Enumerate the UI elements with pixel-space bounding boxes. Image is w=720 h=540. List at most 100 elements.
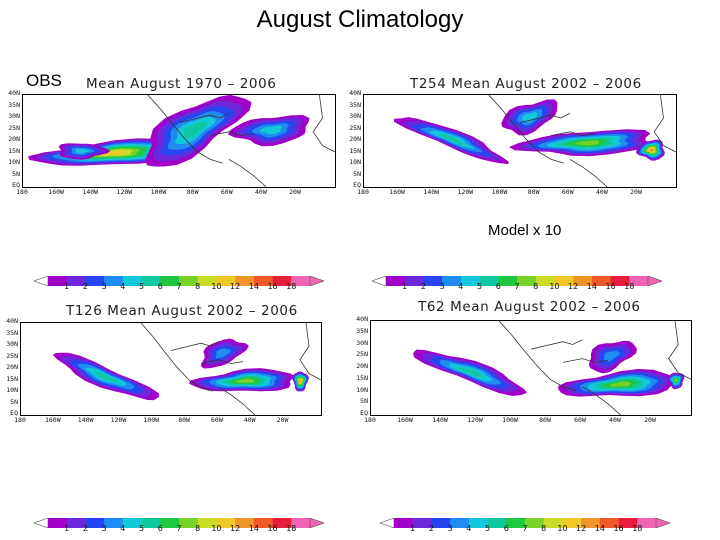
colorbar-swatch <box>66 518 86 528</box>
lon-label: 40W <box>609 416 621 424</box>
panel-title: T126 Mean August 2002 – 2006 <box>66 303 298 319</box>
colorbar-swatch <box>543 518 563 528</box>
precip-contours <box>52 323 321 415</box>
colorbar-swatch <box>460 276 480 286</box>
lon-label: 60W <box>574 416 586 424</box>
colorbar-bottom-right: 1 2 3 4 5 6 7 8 10 12 14 16 18 <box>379 513 671 535</box>
colorbar-swatch <box>85 518 105 528</box>
lat-label: 35N <box>6 328 18 337</box>
coastline <box>519 113 571 123</box>
colorbar-swatch <box>122 518 142 528</box>
lon-label: 140W <box>77 416 94 424</box>
lon-label: 100W <box>502 416 518 424</box>
coastline <box>218 387 256 415</box>
lat-label: 15N <box>356 373 368 382</box>
coastline <box>178 113 230 123</box>
lon-label: 20W <box>276 416 289 424</box>
colorbar-swatch <box>48 276 68 286</box>
colorbar-tick-label: 6 <box>157 524 163 533</box>
lon-label: 160W <box>48 188 64 196</box>
colorbar-tick-label: 16 <box>605 282 616 291</box>
lat-label: 20N <box>356 362 368 370</box>
colorbar-swatch <box>498 276 518 286</box>
panel-title: Mean August 1970 – 2006 <box>86 76 277 92</box>
contour-level <box>603 350 620 362</box>
coastline <box>569 159 608 187</box>
lon-label: 180 <box>357 188 369 196</box>
colorbar-swatch <box>599 518 619 528</box>
lon-label: 180 <box>364 416 376 424</box>
contour-level <box>609 381 632 387</box>
colorbar-swatch <box>235 518 255 528</box>
lon-label: 20W <box>630 188 642 196</box>
colorbar-tick-label: 1 <box>410 524 416 533</box>
colorbar-tick-label: 4 <box>120 524 126 533</box>
colorbar-tick-label: 10 <box>211 524 222 533</box>
colorbar-swatch <box>442 276 462 286</box>
colorbar-tick-label: 3 <box>101 524 107 533</box>
coastline <box>147 95 223 164</box>
colorbar-swatch <box>197 518 217 528</box>
colorbar-tick-label: 4 <box>458 282 464 291</box>
colorbar-strip <box>33 517 325 529</box>
lon-label: 120W <box>467 416 483 424</box>
colorbar-swatch <box>216 518 236 528</box>
colorbar-swatch <box>581 518 601 528</box>
lat-label: 10N <box>356 385 368 394</box>
coastline <box>299 323 321 381</box>
contour-level <box>522 112 538 122</box>
lat-label: 25N <box>349 123 361 132</box>
colorbar-tick-label: 8 <box>533 282 539 291</box>
lon-label: 160W <box>397 416 413 424</box>
colorbar-tick-label: 10 <box>549 282 560 291</box>
colorbar-swatch <box>48 518 68 528</box>
colorbar-tick-label: 7 <box>176 282 182 291</box>
contour-level <box>674 378 678 382</box>
colorbar-tick-label: 10 <box>211 282 222 291</box>
colorbar-tick-label: 18 <box>624 282 635 291</box>
coastline <box>200 359 244 364</box>
coastline <box>551 131 595 136</box>
precip-contours <box>413 321 691 415</box>
lat-label: 25N <box>6 351 18 360</box>
colorbar-tick-label: 3 <box>447 524 453 533</box>
colorbar-swatch <box>479 276 499 286</box>
colorbar-swatch <box>610 276 630 286</box>
lat-label: 5N <box>360 397 368 406</box>
colorbar-tick-label: 2 <box>82 524 88 533</box>
colorbar-tick-label: 1 <box>64 282 70 291</box>
colorbar-swatch <box>272 518 292 528</box>
colorbar-tick-label: 5 <box>139 282 145 291</box>
lon-label: 140W <box>423 188 440 196</box>
model-scale-note: Model x 10 <box>488 222 562 239</box>
colorbar-tick-label: 2 <box>428 524 434 533</box>
colorbar-tick-label: 16 <box>267 282 278 291</box>
coastline <box>653 95 676 153</box>
lon-label: 120W <box>110 416 127 424</box>
colorbar-tick-label: 14 <box>586 282 597 291</box>
lon-label: 120W <box>116 188 133 196</box>
colorbar-tick-label: 16 <box>613 524 624 533</box>
contour-level <box>299 379 302 383</box>
colorbar-tick-label: 12 <box>576 524 587 533</box>
colorbar-swatch <box>253 518 273 528</box>
lat-label: 20N <box>6 363 18 371</box>
colorbar-swatch <box>216 276 236 286</box>
colorbar-tick-label: 18 <box>632 524 643 533</box>
colorbar-swatch <box>412 518 432 528</box>
colorbar-tick-label: 4 <box>466 524 472 533</box>
lon-label: 80W <box>539 416 551 424</box>
colorbar-swatch <box>141 276 161 286</box>
colorbar-strip <box>371 275 663 287</box>
colorbar-tick-label: 8 <box>195 524 201 533</box>
obs-label: OBS <box>26 71 62 90</box>
lat-label: 15N <box>6 374 18 383</box>
lat-label: 30N <box>8 112 20 120</box>
colorbar-top-left: 1 2 3 4 5 6 7 8 10 12 14 16 18 <box>33 271 325 293</box>
colorbar-swatch <box>468 518 488 528</box>
colorbar-tick-label: 18 <box>286 524 297 533</box>
lat-label: 5N <box>10 397 18 406</box>
lon-label: 20W <box>644 416 656 424</box>
lon-label: 60W <box>561 188 574 196</box>
colorbar-swatch <box>179 518 199 528</box>
